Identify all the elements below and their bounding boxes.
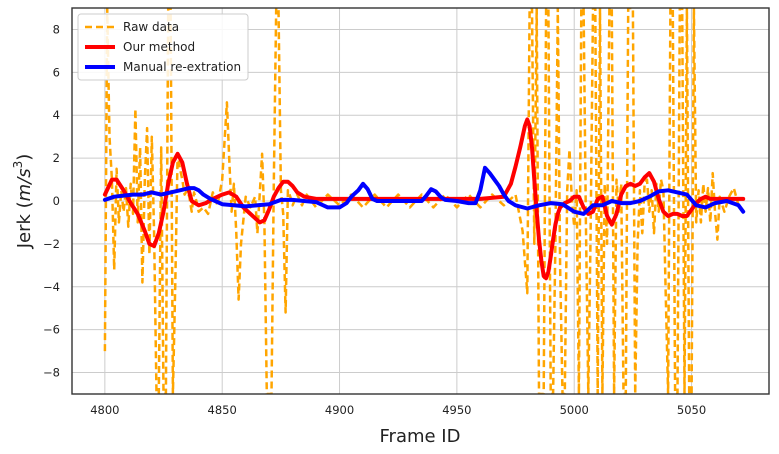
y-tick-label: 8 — [53, 22, 60, 36]
y-tick-label: 2 — [53, 151, 60, 165]
plot-frame — [71, 7, 770, 395]
y-tick-labels: −8 −6 −4 −2 0 2 4 6 8 — [43, 22, 60, 379]
series-line-raw-data — [103, 8, 744, 394]
y-axis-label-prefix: Jerk ( — [14, 201, 35, 249]
y-tick-label: −4 — [43, 280, 60, 294]
x-tick-labels: 4800 4850 4900 4950 5000 5050 — [90, 403, 706, 417]
y-tick-label: 6 — [53, 65, 60, 79]
x-tick-label: 5000 — [560, 403, 589, 417]
series-layer — [102, 8, 746, 394]
y-tick-label: −2 — [43, 237, 60, 251]
y-tick-label: −6 — [43, 323, 60, 337]
legend-box — [77, 13, 249, 81]
series-line-our-method — [102, 117, 746, 281]
x-tick-label: 4900 — [325, 403, 354, 417]
series-line-manual-re-extration — [102, 165, 746, 216]
y-axis-label-sup: 3 — [11, 161, 25, 169]
legend-label-raw-data: Raw data — [123, 20, 179, 34]
y-tick-label: −8 — [43, 366, 60, 380]
legend-label-our-method: Our method — [123, 40, 195, 54]
x-tick-label: 5050 — [677, 403, 706, 417]
legend: Raw data Our method Manual re-extration — [77, 13, 249, 81]
x-axis-label: Frame ID — [380, 426, 461, 447]
y-axis-label: Jerk (m/s3) — [11, 154, 35, 250]
x-tick-label: 4950 — [442, 403, 471, 417]
x-tick-label: 4800 — [90, 403, 119, 417]
y-axis-label-suffix: ) — [14, 154, 35, 161]
legend-label-manual: Manual re-extration — [123, 60, 241, 74]
y-axis-label-math: m/s — [14, 168, 35, 201]
x-tick-label: 4850 — [208, 403, 237, 417]
y-tick-label: 4 — [53, 108, 60, 122]
y-tick-label: 0 — [53, 194, 60, 208]
